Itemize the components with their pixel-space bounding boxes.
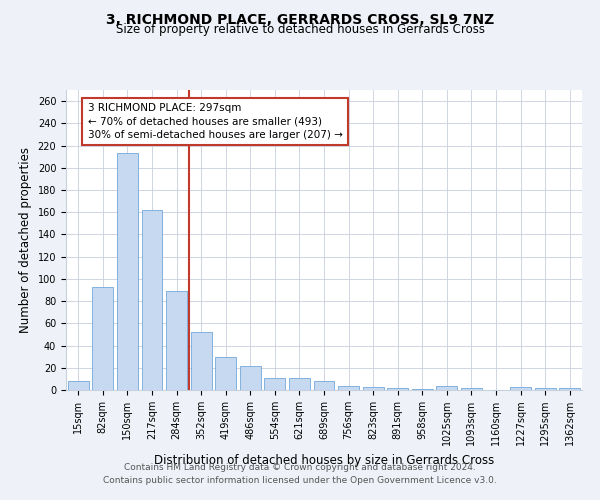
Bar [166, 291, 187, 390]
X-axis label: Distribution of detached houses by size in Gerrards Cross: Distribution of detached houses by size … [154, 454, 494, 466]
Bar [215, 356, 236, 390]
Bar [265, 378, 286, 390]
Text: Size of property relative to detached houses in Gerrards Cross: Size of property relative to detached ho… [115, 22, 485, 36]
Bar [142, 210, 163, 390]
Bar [559, 388, 580, 390]
Y-axis label: Number of detached properties: Number of detached properties [19, 147, 32, 333]
Bar [240, 366, 261, 390]
Bar [117, 154, 138, 390]
Bar [68, 381, 89, 390]
Bar [338, 386, 359, 390]
Bar [535, 388, 556, 390]
Text: 3, RICHMOND PLACE, GERRARDS CROSS, SL9 7NZ: 3, RICHMOND PLACE, GERRARDS CROSS, SL9 7… [106, 12, 494, 26]
Bar [362, 386, 383, 390]
Bar [314, 381, 334, 390]
Bar [92, 286, 113, 390]
Bar [436, 386, 457, 390]
Bar [510, 386, 531, 390]
Bar [412, 389, 433, 390]
Bar [191, 332, 212, 390]
Text: Contains public sector information licensed under the Open Government Licence v3: Contains public sector information licen… [103, 476, 497, 485]
Bar [461, 388, 482, 390]
Text: Contains HM Land Registry data © Crown copyright and database right 2024.: Contains HM Land Registry data © Crown c… [124, 464, 476, 472]
Text: 3 RICHMOND PLACE: 297sqm
← 70% of detached houses are smaller (493)
30% of semi-: 3 RICHMOND PLACE: 297sqm ← 70% of detach… [88, 104, 343, 140]
Bar [387, 388, 408, 390]
Bar [289, 378, 310, 390]
